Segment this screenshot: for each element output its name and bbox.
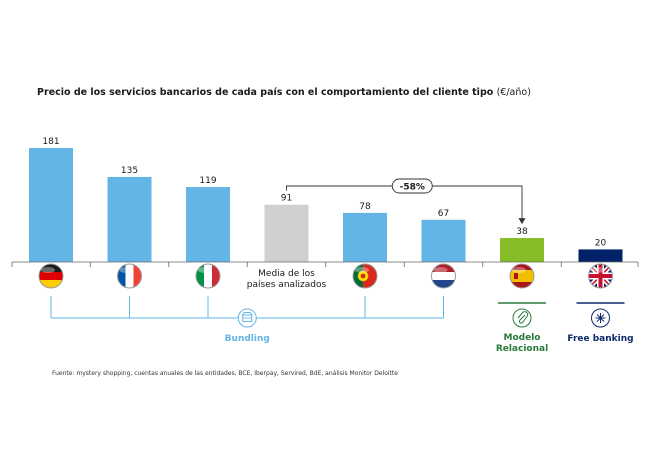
netherlands-flag [431, 263, 456, 289]
value-label-5: 78 [359, 202, 371, 212]
category-label-line: países analizados [247, 280, 327, 290]
reduction-label: -58% [400, 182, 425, 192]
bar-6 [421, 219, 466, 262]
reduction-badge [391, 178, 433, 194]
bar-5 [343, 212, 387, 262]
source-note: Fuente: mystery shopping, cuentas anuale… [52, 370, 398, 377]
group-label-bundling: Bundling [225, 334, 270, 344]
reduction-arrowhead [518, 218, 526, 225]
germany-flag [38, 263, 64, 289]
group-label-modelo-line: Modelo [504, 333, 541, 343]
italy-flag [195, 263, 221, 289]
value-label-3: 119 [199, 176, 216, 186]
bar-1 [29, 148, 73, 262]
bar-7 [500, 238, 544, 262]
category-label-line: Media de los [258, 269, 315, 279]
uk-flag [588, 263, 613, 289]
spain-flag [509, 263, 535, 289]
value-label-7: 38 [516, 227, 528, 237]
group-label-free-banking: Free banking [567, 334, 633, 344]
group-label-modelo-line: Relacional [496, 344, 548, 354]
package-icon [237, 308, 257, 328]
bar-4 [264, 204, 309, 262]
bar-3 [186, 187, 230, 262]
asterisk-icon [591, 308, 610, 328]
value-label-2: 135 [121, 166, 138, 176]
paperclip-icon [512, 308, 532, 328]
bar-8 [578, 249, 623, 262]
bar-2 [107, 176, 152, 262]
value-label-4: 91 [281, 194, 292, 204]
value-label-8: 20 [595, 238, 607, 248]
chart-title: Precio de los servicios bancarios de cad… [37, 87, 531, 98]
france-flag [117, 263, 142, 289]
value-label-1: 181 [42, 137, 59, 147]
value-label-6: 67 [438, 209, 449, 219]
portugal-flag [352, 263, 378, 289]
